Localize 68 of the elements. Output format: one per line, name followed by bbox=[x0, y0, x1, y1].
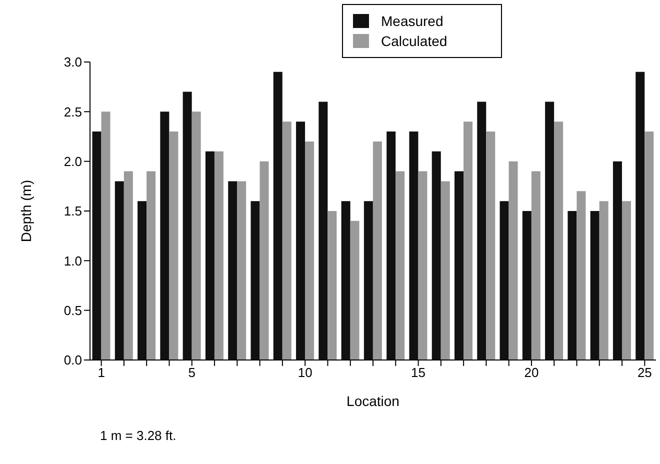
bar bbox=[364, 201, 373, 360]
bar bbox=[508, 161, 518, 360]
bar bbox=[282, 122, 292, 360]
bar bbox=[114, 181, 124, 360]
x-tick-label: 25 bbox=[637, 365, 652, 380]
bar bbox=[599, 201, 608, 360]
bar bbox=[372, 141, 382, 360]
y-axis-title: Depth (m) bbox=[18, 180, 34, 242]
bar bbox=[418, 171, 428, 360]
bar bbox=[440, 181, 450, 360]
bar bbox=[396, 171, 405, 360]
x-tick-label: 5 bbox=[188, 365, 196, 380]
bar bbox=[341, 201, 350, 360]
bar bbox=[138, 201, 147, 360]
bar bbox=[350, 220, 360, 360]
bar bbox=[318, 102, 328, 360]
bar bbox=[568, 211, 577, 360]
bar bbox=[260, 161, 269, 360]
bar bbox=[305, 141, 314, 360]
bar bbox=[486, 132, 496, 360]
bar bbox=[182, 92, 192, 360]
bar bbox=[386, 132, 396, 360]
bar bbox=[432, 151, 441, 360]
text: 1 m = 3.28 ft. bbox=[100, 428, 176, 443]
bar bbox=[409, 132, 418, 360]
bar bbox=[273, 72, 282, 360]
bar bbox=[169, 132, 178, 360]
bar bbox=[612, 161, 622, 360]
y-tick-label: 3.0 bbox=[64, 54, 82, 70]
bar bbox=[250, 201, 260, 360]
bar bbox=[328, 211, 337, 360]
bar bbox=[531, 171, 540, 360]
bar bbox=[590, 211, 600, 360]
bar bbox=[454, 171, 464, 360]
x-tick-label: 20 bbox=[524, 365, 539, 380]
y-tick-label: 2.0 bbox=[64, 154, 82, 169]
y-tick-label: 0.0 bbox=[64, 352, 82, 368]
x-tick-label: 15 bbox=[411, 365, 426, 380]
bar bbox=[522, 211, 532, 360]
bar bbox=[192, 112, 201, 360]
bar bbox=[636, 72, 645, 360]
bar bbox=[622, 201, 631, 360]
bar bbox=[228, 181, 238, 360]
bar bbox=[92, 132, 102, 360]
x-axis-title: Location bbox=[346, 393, 400, 409]
bar bbox=[500, 201, 509, 360]
bar bbox=[576, 191, 586, 360]
y-tick-label: 1.0 bbox=[64, 253, 82, 268]
bar bbox=[477, 102, 486, 360]
bar bbox=[146, 171, 156, 360]
bar bbox=[101, 112, 110, 360]
bar bbox=[160, 112, 170, 360]
x-tick-label: 10 bbox=[298, 365, 312, 380]
bar bbox=[464, 122, 473, 360]
legend-label: Calculated bbox=[381, 33, 448, 49]
x-tick-label: 1 bbox=[98, 365, 105, 380]
y-tick-label: 1.5 bbox=[64, 204, 82, 219]
bar bbox=[214, 151, 224, 360]
bar bbox=[296, 122, 306, 360]
y-tick-label: 2.5 bbox=[64, 104, 82, 120]
bar bbox=[237, 181, 246, 360]
bar bbox=[554, 122, 564, 360]
bar bbox=[545, 102, 554, 360]
legend-label: Measured bbox=[381, 13, 444, 29]
bar bbox=[124, 171, 133, 360]
bar bbox=[644, 132, 654, 360]
y-tick-label: 0.5 bbox=[64, 302, 82, 318]
bar bbox=[205, 151, 214, 360]
